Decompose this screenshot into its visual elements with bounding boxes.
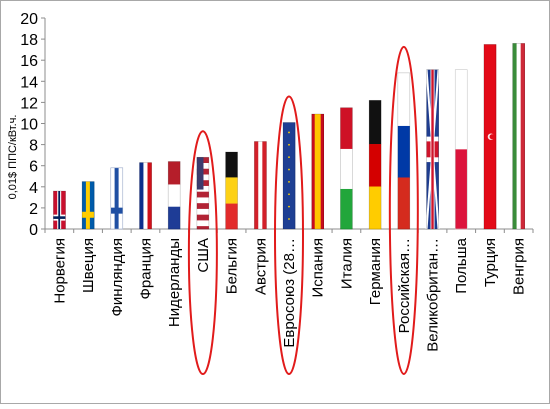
bar [196,156,210,230]
bar [282,122,296,230]
highlight-ellipse [274,95,304,375]
x-tick-label: Швеция [80,238,97,293]
y-tick-label: 8 [29,138,38,155]
bar [311,113,325,230]
x-tick-label: Польша [453,237,470,293]
x-tick-label: Финляндия [109,238,126,316]
x-tick-label: Российская… [396,238,413,333]
y-tick-label: 4 [29,180,38,197]
highlight-ellipses [187,45,419,376]
x-tick-label: Франция [137,238,154,299]
x-tick-label: Италия [338,238,355,289]
y-tick-label: 0 [29,222,38,239]
y-tick-label: 2 [29,201,38,218]
x-tick-label: Испания [310,238,327,298]
x-tick-label: США [195,238,212,273]
x-tick-label: Бельгия [224,238,241,294]
y-axis-title: 0,01$ ППС/кВт.ч. [7,115,19,200]
bar [253,141,267,230]
x-tick-label: Турция [482,238,499,287]
bar [225,151,238,230]
category-labels: Норвегия Швеция Финляндия Франция Нидерланды… [51,237,527,351]
bar [81,181,95,230]
x-tick-label: Нидерланды [166,238,183,327]
bar [512,43,525,230]
bar [397,72,411,230]
x-tick-label: Германия [367,238,384,305]
y-tick-label: 14 [20,74,38,91]
y-tick-label: 18 [20,32,38,49]
x-tick-label: Австрия [252,238,269,295]
bar [340,107,353,230]
bar [167,161,181,230]
x-tick-label: Норвегия [51,238,68,304]
y-tick-label: 20 [20,11,38,28]
axes: 0 2 4 6 8 10 12 14 16 18 20 [20,11,534,239]
bar [368,99,382,230]
bars [53,43,525,230]
y-tick-label: 12 [20,95,38,112]
y-tick-label: 16 [20,53,38,70]
y-tick-label: 10 [20,117,38,134]
x-tick-label: Евросоюз (28… [281,238,298,348]
highlight-ellipse [388,45,419,375]
x-tick-label: Великобритан… [425,238,442,352]
y-tick-label: 6 [29,159,38,176]
bar [110,167,124,230]
bar [139,162,152,230]
x-tick-label: Венгрия [511,238,528,295]
bar [454,69,468,230]
highlight-ellipse [187,130,218,376]
bar [53,190,66,230]
bar [483,44,497,230]
bar [425,69,440,230]
